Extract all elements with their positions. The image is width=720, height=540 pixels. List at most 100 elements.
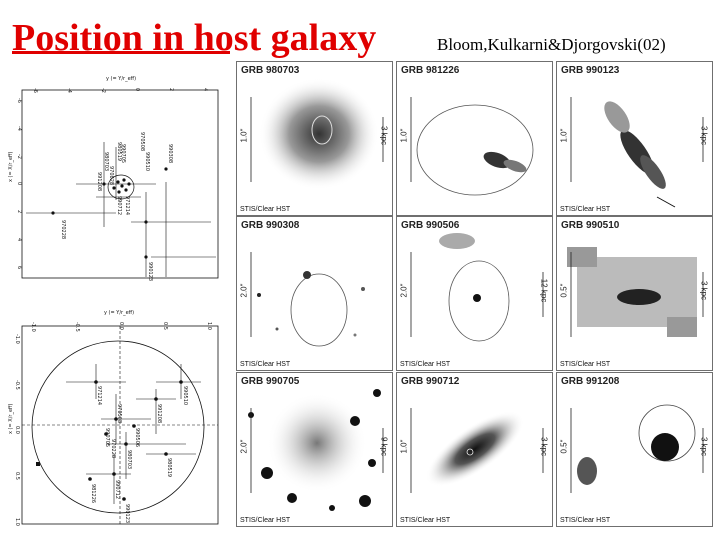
- top-x-tick: 2: [168, 88, 174, 91]
- top-grb-label: 970508: [139, 132, 145, 151]
- bottom-grb-label: 980519: [166, 458, 172, 477]
- bottom-y-axis-label: x (= X/r_eff): [8, 404, 14, 434]
- angular-scale-label: 0.5": [559, 439, 569, 453]
- grb-image-panel: GRB 990705 STIS/Clear HST 2.0" 9 kpc: [236, 372, 393, 527]
- top-grb-label: 990308: [167, 144, 173, 163]
- bottom-grb-label: 990705: [104, 428, 110, 447]
- bottom-x-tick: 0.0: [118, 322, 124, 330]
- bottom-grb-label: 990123: [124, 504, 130, 523]
- angular-scale-label: 2.0": [399, 283, 409, 297]
- bottom-x-tick: 1.0: [206, 322, 212, 330]
- host-galaxy-image: [567, 247, 704, 337]
- top-y-axis-label: x (= X/r_eff): [8, 152, 14, 182]
- top-grb-label: 970828: [108, 166, 114, 185]
- bottom-y-tick: 0.5: [14, 472, 20, 480]
- bottom-grb-label: 990506: [134, 428, 140, 447]
- top-y-tick: 4: [16, 238, 22, 241]
- physical-scale-label: 3 kpc: [539, 436, 549, 456]
- host-galaxy-image: [250, 78, 384, 190]
- grb-image-panel: GRB 980703 STIS/Clear HST 1.0" 3 kpc: [236, 61, 393, 216]
- angular-scale-label: 1.0": [399, 128, 409, 142]
- host-galaxy-image: [570, 97, 704, 208]
- top-grb-label: 971214: [124, 196, 130, 215]
- top-y-tick: 6: [16, 266, 22, 269]
- angular-scale-label: 2.0": [239, 439, 249, 453]
- grb-name: GRB 990510: [561, 220, 620, 231]
- grb-name: GRB 981226: [401, 65, 460, 76]
- bottom-y-tick: -1.0: [14, 334, 20, 344]
- top-grb-label: 970228: [60, 220, 66, 239]
- bottom-grb-label: 970508: [116, 404, 122, 423]
- top-grb-label: 990123: [147, 262, 153, 281]
- top-x-tick: -6: [32, 88, 38, 93]
- physical-scale-label: 9 kpc: [379, 436, 389, 456]
- instrument-label: STIS/Clear HST: [560, 517, 611, 524]
- instrument-label: STIS/Clear HST: [240, 361, 291, 368]
- host-galaxy-image: [570, 404, 704, 493]
- physical-scale-label: 3 kpc: [699, 280, 709, 300]
- host-galaxy-image: [410, 233, 544, 342]
- citation: Bloom,Kulkarni&Djorgovski(02): [437, 35, 666, 54]
- top-x-tick: 4: [202, 88, 208, 91]
- grb-name: GRB 990308: [241, 220, 300, 231]
- angular-scale-label: 1.0": [399, 439, 409, 453]
- instrument-label: STIS/Clear HST: [560, 361, 611, 368]
- instrument-label: STIS/Clear HST: [240, 517, 291, 524]
- bottom-x-tick: -0.5: [74, 322, 80, 332]
- grb-name: GRB 990506: [401, 220, 460, 231]
- top-grb-label: 991208: [96, 172, 102, 191]
- grb-image-panel: GRB 990506 STIS/Clear HST 2.0" 12 kpc: [396, 216, 553, 371]
- top-grb-label: 980703: [103, 152, 109, 171]
- top-x-tick: -4: [66, 88, 72, 93]
- top-x-tick: -2: [100, 88, 106, 93]
- top-y-tick: 2: [16, 210, 22, 213]
- bottom-grb-label: 971214: [96, 386, 102, 405]
- bottom-grb-label: 980703: [126, 450, 132, 469]
- angular-scale-label: 1.0": [239, 128, 249, 142]
- bottom-grb-label: 990712: [114, 480, 120, 499]
- top-y-tick: -4: [16, 126, 22, 131]
- instrument-label: STIS/Clear HST: [400, 517, 451, 524]
- host-galaxy-image: [250, 252, 365, 347]
- host-galaxy-image: [248, 389, 384, 511]
- angular-scale-label: 2.0": [239, 283, 249, 297]
- grb-image-panel: GRB 990308 STIS/Clear HST 2.0": [236, 216, 393, 371]
- instrument-label: STIS/Clear HST: [240, 206, 291, 213]
- bottom-x-tick: -1.0: [30, 322, 36, 332]
- top-x-tick: 0: [134, 88, 140, 91]
- angular-scale-label: 0.5": [559, 283, 569, 297]
- bottom-x-tick: 0.5: [162, 322, 168, 330]
- top-grb-label: 990712: [116, 196, 122, 215]
- top-y-tick: 0: [16, 182, 22, 185]
- angular-scale-label: 1.0": [559, 128, 569, 142]
- offset-plot-bottom: y (= Y/r_eff) -1.0 -0.5 0.0 0.5 1.0 -1.0 -0.5…: [6, 304, 230, 530]
- physical-scale-label: 3 kpc: [699, 125, 709, 145]
- host-galaxy-image: [410, 97, 534, 196]
- bottom-grb-label: 990510: [182, 386, 188, 405]
- grb-name: GRB 990123: [561, 65, 620, 76]
- physical-scale-label: 3 kpc: [379, 125, 389, 145]
- grb-image-panel: GRB 991208 STIS/Clear HST 0.5" 3 kpc: [556, 372, 713, 527]
- grb-image-panel: GRB 981226 1.0": [396, 61, 553, 216]
- instrument-label: STIS/Clear HST: [400, 361, 451, 368]
- bottom-grb-label: 970228: [110, 439, 116, 458]
- title-underline: [12, 51, 230, 54]
- bottom-x-axis-label: y (= Y/r_eff): [104, 310, 134, 316]
- bottom-y-tick: 0.0: [14, 426, 20, 434]
- physical-scale-label: 3 kpc: [699, 436, 709, 456]
- top-y-tick: -6: [16, 98, 22, 103]
- top-y-tick: -2: [16, 154, 22, 159]
- bottom-grb-label: 991208: [156, 404, 162, 423]
- physical-scale-label: 12 kpc: [539, 278, 549, 302]
- top-x-axis-label: y (= Y/r_eff): [106, 76, 136, 82]
- bottom-y-tick: 1.0: [14, 518, 20, 526]
- grb-image-panel: GRB 990123 STIS/Clear HST 1.0" 3 kpc: [556, 61, 713, 216]
- instrument-label: STIS/Clear HST: [560, 206, 611, 213]
- grb-name: GRB 980703: [241, 65, 300, 76]
- grb-image-panel: GRB 990712 STIS/Clear HST 1.0" 3 kpc: [396, 372, 553, 527]
- grb-name: GRB 990712: [401, 376, 460, 387]
- top-grb-label: 980519: [116, 142, 122, 161]
- grb-name: GRB 990705: [241, 376, 300, 387]
- bottom-y-tick: -0.5: [14, 380, 20, 390]
- grb-name: GRB 991208: [561, 376, 620, 387]
